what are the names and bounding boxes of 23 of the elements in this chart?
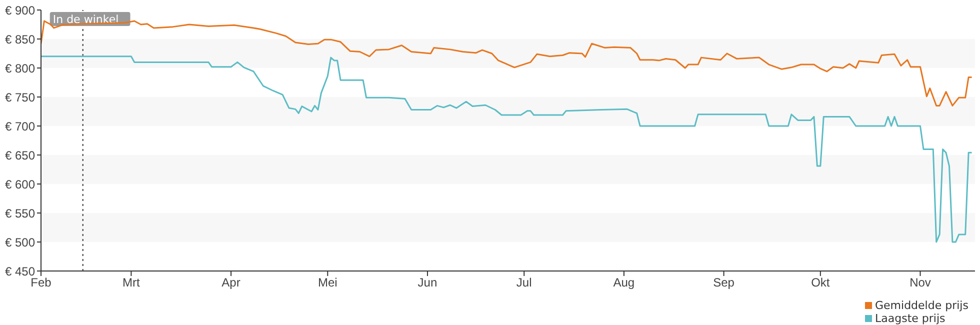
x-tick-label: Mei	[318, 276, 338, 290]
x-tick-label: Apr	[222, 276, 240, 290]
y-tick-label: € 850	[4, 32, 36, 46]
y-tick-label: € 500	[4, 235, 36, 250]
ref-line-label: In de winkel	[52, 13, 119, 26]
x-tick-label: Aug	[613, 276, 635, 290]
y-tick-label: € 650	[4, 148, 36, 162]
legend-label: Laagste prijs	[875, 312, 946, 325]
y-tick-label: € 750	[4, 90, 36, 104]
x-tick-label: Jun	[418, 276, 438, 290]
x-tick-label: Nov	[910, 276, 931, 290]
y-tick-label: € 800	[4, 61, 36, 76]
y-tick-label: € 900	[4, 3, 36, 18]
x-tick-label: Mrt	[122, 276, 141, 290]
y-tick-label: € 600	[4, 177, 36, 192]
x-tick-label: Okt	[811, 276, 830, 290]
x-tick-label: Jul	[516, 276, 532, 290]
legend-label: Gemiddelde prijs	[875, 299, 968, 312]
x-tick-label: Feb	[30, 276, 52, 290]
y-tick-label: € 700	[4, 119, 36, 134]
x-tick-label: Sep	[713, 276, 735, 290]
y-tick-label: € 550	[4, 206, 36, 220]
y-tick-label: € 450	[4, 264, 36, 278]
